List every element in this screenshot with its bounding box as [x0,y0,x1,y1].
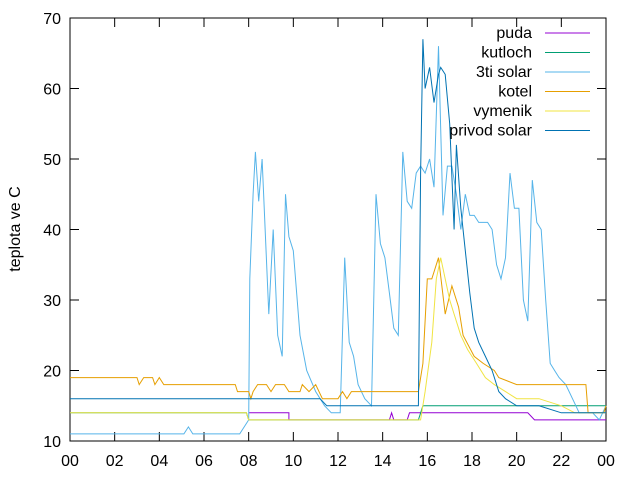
legend-label: 3ti solar [476,64,533,81]
y-tick-label: 30 [43,293,61,310]
legend: puda kutloch 3ti solar kotel vymenik privod s… [449,25,590,140]
x-tick-label: 00 [61,453,79,470]
x-tick-label: 00 [597,453,615,470]
series-line-puda [248,411,606,421]
x-tick-label: 18 [463,453,481,470]
y-tick-label: 50 [43,152,61,169]
x-tick-label: 22 [552,453,570,470]
x-tick-label: 06 [195,453,213,470]
y-tick-label: 60 [43,82,61,99]
x-tick-label: 08 [240,453,258,470]
legend-label: vymenik [473,103,533,120]
legend-label: privod solar [449,123,532,140]
x-tick-label: 16 [418,453,436,470]
legend-label: kutloch [481,45,532,62]
series-line-3ti-solar [70,46,607,435]
x-tick-label: 04 [150,453,168,470]
x-tick-label: 20 [508,453,526,470]
x-tick-label: 14 [374,453,392,470]
y-axis-label: teplota ve C [7,186,24,271]
x-tick-label: 10 [284,453,302,470]
y-tick-label: 20 [43,364,61,381]
series-line-kotel [70,257,607,414]
series-lines [70,39,607,435]
legend-label: kotel [498,84,532,101]
series-line-vymenik [70,257,606,421]
x-tick-label: 02 [106,453,124,470]
y-tick-label: 70 [43,11,61,28]
legend-label: puda [496,25,532,42]
x-axis-ticks: 00 02 04 06 08 10 12 14 16 18 20 22 00 [61,18,615,470]
y-axis-ticks: 10 20 30 40 50 60 70 [43,11,606,451]
y-tick-label: 10 [43,434,61,451]
y-tick-label: 40 [43,223,61,240]
x-tick-label: 12 [329,453,347,470]
series-line-privod-solar [70,39,606,414]
